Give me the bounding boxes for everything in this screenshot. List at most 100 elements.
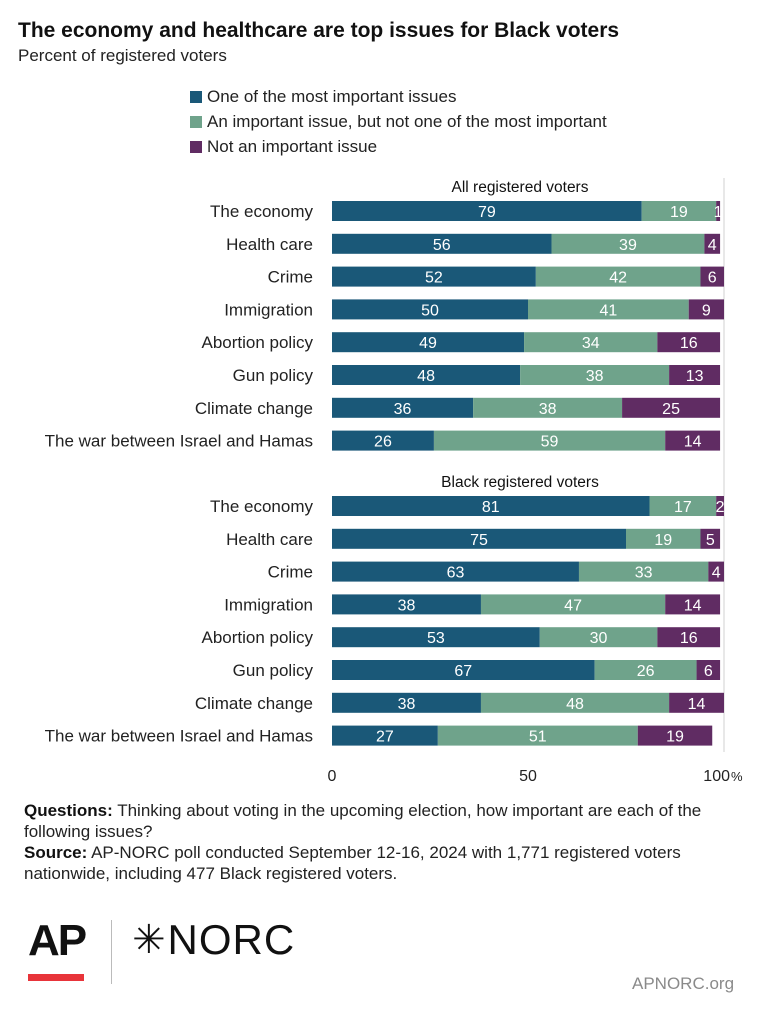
data-label: 4 xyxy=(712,565,721,582)
data-label: 63 xyxy=(447,565,465,582)
data-label: 48 xyxy=(566,696,584,713)
ap-logo: AP xyxy=(28,918,87,984)
bar-segment xyxy=(528,299,689,320)
norc-star-icon: ✳ xyxy=(132,918,166,962)
data-label: 51 xyxy=(529,729,547,746)
bar-segment xyxy=(688,299,724,320)
category-label: Health care xyxy=(226,235,313,254)
category-label: Crime xyxy=(268,563,313,582)
category-label: Crime xyxy=(268,268,313,287)
questions-note: Questions: Thinking about voting in the … xyxy=(24,800,754,842)
x-tick-label: 50 xyxy=(519,768,537,785)
legend-swatch-not-important xyxy=(190,140,202,153)
data-label: 14 xyxy=(688,696,706,713)
category-label: Abortion policy xyxy=(201,333,313,352)
notes: Questions: Thinking about voting in the … xyxy=(24,800,754,884)
bar-segment xyxy=(708,561,724,582)
data-label: 67 xyxy=(454,663,472,680)
category-label: Gun policy xyxy=(233,661,314,680)
data-label: 59 xyxy=(541,434,559,451)
legend-item-most-important: One of the most important issues xyxy=(190,84,607,109)
category-label: Climate change xyxy=(195,694,313,713)
bar-segment xyxy=(700,266,724,287)
chart-subtitle: Percent of registered voters xyxy=(18,46,227,65)
legend-label-most-important: One of the most important issues xyxy=(207,86,457,106)
bar-segment xyxy=(665,594,721,615)
bar-segment xyxy=(332,496,650,516)
category-label: The economy xyxy=(210,202,313,221)
bar-segment xyxy=(637,725,713,746)
data-label: 4 xyxy=(708,237,717,254)
source-label: Source: xyxy=(24,843,88,862)
bar-segment xyxy=(332,201,642,221)
bar-segment xyxy=(539,627,658,648)
data-label: 6 xyxy=(708,270,717,287)
data-label: 17 xyxy=(674,499,692,516)
category-label: The economy xyxy=(210,497,313,516)
bar-segment xyxy=(669,692,724,713)
bar-segment xyxy=(332,233,552,254)
category-label: The war between Israel and Hamas xyxy=(45,432,313,451)
logo-divider xyxy=(111,920,112,984)
x-tick-label: 0 xyxy=(328,768,337,785)
bar-segment xyxy=(332,365,521,385)
category-label: Abortion policy xyxy=(201,628,313,647)
bar-segment xyxy=(332,725,438,746)
category-label: Immigration xyxy=(224,595,313,614)
bar-segment xyxy=(696,660,721,680)
category-label: Climate change xyxy=(195,399,313,418)
data-label: 38 xyxy=(586,368,604,385)
data-label: 19 xyxy=(654,532,672,549)
group-title: Black registered voters xyxy=(441,474,599,491)
legend-swatch-most-important xyxy=(190,90,202,103)
bar-segment xyxy=(535,266,701,287)
bar-segment xyxy=(332,660,595,680)
bar-segment xyxy=(649,496,717,516)
data-label: 27 xyxy=(376,729,394,746)
bar-segment xyxy=(657,332,721,353)
bar-segment xyxy=(332,528,626,549)
data-label: 41 xyxy=(599,302,617,319)
data-label: 26 xyxy=(637,663,655,680)
data-label: 5 xyxy=(706,532,715,549)
bar-segment xyxy=(332,332,525,353)
source-note: Source: AP-NORC poll conducted September… xyxy=(24,842,754,884)
bar-segment xyxy=(473,397,623,418)
bar-segment xyxy=(641,201,717,221)
bar-segment xyxy=(332,692,481,713)
data-label: 33 xyxy=(635,565,653,582)
data-label: 6 xyxy=(704,663,713,680)
data-label: 75 xyxy=(470,532,488,549)
data-label: 19 xyxy=(666,729,684,746)
legend-label-important: An important issue, but not one of the m… xyxy=(207,111,607,131)
data-label: 16 xyxy=(680,630,698,647)
bar-segment xyxy=(332,594,481,615)
data-label: 19 xyxy=(670,204,688,221)
norc-logo-text: NORC xyxy=(167,916,296,963)
bar-segment xyxy=(520,365,670,385)
bar-segment xyxy=(433,430,666,451)
bar-segment xyxy=(716,201,721,221)
category-label: Health care xyxy=(226,530,313,549)
data-label: 9 xyxy=(702,302,711,319)
bar-segment xyxy=(578,561,709,582)
data-label: 38 xyxy=(398,696,416,713)
bar-segment xyxy=(669,365,721,385)
data-label: 39 xyxy=(619,237,637,254)
legend-item-not-important: Not an important issue xyxy=(190,134,607,159)
bar-segment xyxy=(622,397,721,418)
legend: One of the most important issues An impo… xyxy=(190,84,607,159)
questions-text: Thinking about voting in the upcoming el… xyxy=(24,801,702,841)
category-label: Gun policy xyxy=(233,366,314,385)
x-tick-label: 100 xyxy=(703,768,730,785)
source-text: AP-NORC poll conducted September 12-16, … xyxy=(24,843,681,883)
site-url: APNORC.org xyxy=(632,974,735,993)
legend-label-not-important: Not an important issue xyxy=(207,136,378,156)
bar-segment xyxy=(332,627,540,648)
bar-segment xyxy=(524,332,658,353)
bar-segment xyxy=(665,430,721,451)
chart-title: The economy and healthcare are top issue… xyxy=(18,19,620,42)
bar-segment xyxy=(704,233,721,254)
bar-segment xyxy=(332,430,434,451)
norc-logo: ✳ NORC xyxy=(132,912,295,968)
